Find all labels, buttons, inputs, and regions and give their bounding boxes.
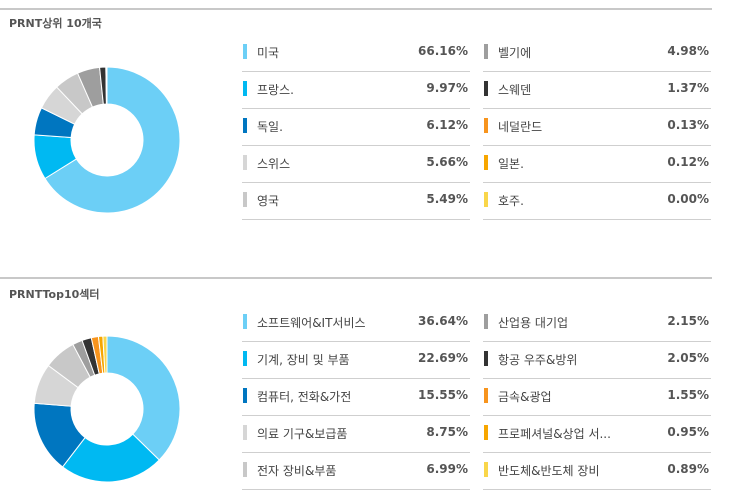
- sectors-legend-row-1[interactable]: 기계, 장비 및 부품 22.69%: [242, 342, 470, 379]
- countries-legend-row-4[interactable]: 영국 5.49%: [242, 183, 470, 220]
- countries-legend-row-9[interactable]: 호주. 0.00%: [483, 183, 711, 220]
- sectors-legend-value-6: 2.05%: [667, 351, 709, 365]
- countries-legend-value-1: 9.97%: [426, 81, 468, 95]
- countries-legend-label-9: 호주.: [498, 194, 524, 208]
- sectors-legend-label-4: 전자 장비&부품: [257, 464, 337, 478]
- sectors-legend-swatch-8: [484, 425, 488, 440]
- countries-legend-row-8[interactable]: 일본. 0.12%: [483, 146, 711, 183]
- countries-legend-swatch-6: [484, 81, 488, 96]
- sectors-legend-swatch-9: [484, 462, 488, 477]
- countries-legend-value-9: 0.00%: [667, 192, 709, 206]
- sectors-legend-right: 산업용 대기업 2.15% 항공 우주&방위 2.05% 금속&광업 1.55% 프로페셔널…: [483, 305, 711, 490]
- sectors-legend-value-1: 22.69%: [418, 351, 468, 365]
- countries-legend-label-1: 프랑스.: [257, 83, 294, 97]
- sectors-legend-label-2: 컴퓨터, 전화&가전: [257, 390, 352, 404]
- countries-legend-row-7[interactable]: 네덜란드 0.13%: [483, 109, 711, 146]
- sectors-slice-9[interactable]: [102, 335, 108, 374]
- sectors-legend-row-0[interactable]: 소프트웨어&IT서비스 36.64%: [242, 305, 470, 342]
- countries-legend-right: 벨기에 4.98% 스웨덴 1.37% 네덜란드 0.13% 일본. 0.12% 호주. 0.00…: [483, 35, 711, 220]
- countries-legend-label-5: 벨기에: [498, 46, 532, 60]
- sectors-legend-row-7[interactable]: 금속&광업 1.55%: [483, 379, 711, 416]
- countries-section-title: PRNT상위 10개국: [9, 17, 102, 30]
- sectors-section-title: PRNTTop10섹터: [9, 288, 100, 301]
- sectors-legend-row-2[interactable]: 컴퓨터, 전화&가전 15.55%: [242, 379, 470, 416]
- sectors-legend-row-8[interactable]: 프로페셔널&상업 서... 0.95%: [483, 416, 711, 453]
- sectors-legend-label-3: 의료 기구&보급품: [257, 427, 348, 441]
- countries-slice-0[interactable]: [44, 66, 181, 214]
- sectors-legend-label-0: 소프트웨어&IT서비스: [257, 316, 366, 330]
- countries-legend-label-2: 독일.: [257, 120, 283, 134]
- sectors-legend-label-1: 기계, 장비 및 부품: [257, 353, 350, 367]
- countries-legend-label-0: 미국: [257, 46, 280, 60]
- sectors-legend-value-4: 6.99%: [426, 462, 468, 476]
- countries-legend-swatch-4: [243, 192, 247, 207]
- countries-slice-8[interactable]: [105, 66, 108, 105]
- sectors-legend-row-4[interactable]: 전자 장비&부품 6.99%: [242, 453, 470, 490]
- sectors-legend-swatch-5: [484, 314, 488, 329]
- sectors-legend-row-6[interactable]: 항공 우주&방위 2.05%: [483, 342, 711, 379]
- sectors-legend-swatch-0: [243, 314, 247, 329]
- sectors-legend-swatch-1: [243, 351, 247, 366]
- countries-legend-label-4: 영국: [257, 194, 280, 208]
- countries-legend-swatch-3: [243, 155, 247, 170]
- sectors-legend-value-3: 8.75%: [426, 425, 468, 439]
- section-divider-middle: [0, 277, 712, 279]
- countries-legend-row-3[interactable]: 스위스 5.66%: [242, 146, 470, 183]
- sectors-legend-row-5[interactable]: 산업용 대기업 2.15%: [483, 305, 711, 342]
- sectors-legend-swatch-6: [484, 351, 488, 366]
- countries-legend-left: 미국 66.16% 프랑스. 9.97% 독일. 6.12% 스위스 5.66% 영국 5.49%: [242, 35, 470, 220]
- countries-legend-value-4: 5.49%: [426, 192, 468, 206]
- countries-legend-swatch-8: [484, 155, 488, 170]
- sectors-legend-row-9[interactable]: 반도체&반도체 장비 0.89%: [483, 453, 711, 490]
- countries-legend-row-0[interactable]: 미국 66.16%: [242, 35, 470, 72]
- sectors-legend-label-6: 항공 우주&방위: [498, 353, 578, 367]
- sectors-legend-value-8: 0.95%: [667, 425, 709, 439]
- countries-legend-label-7: 네덜란드: [498, 120, 543, 134]
- countries-legend-row-1[interactable]: 프랑스. 9.97%: [242, 72, 470, 109]
- countries-legend-row-6[interactable]: 스웨덴 1.37%: [483, 72, 711, 109]
- section-divider-top: [0, 8, 712, 10]
- sectors-legend-swatch-4: [243, 462, 247, 477]
- sectors-legend-swatch-7: [484, 388, 488, 403]
- sectors-legend-value-9: 0.89%: [667, 462, 709, 476]
- countries-legend-swatch-5: [484, 44, 488, 59]
- sectors-legend-label-9: 반도체&반도체 장비: [498, 464, 600, 478]
- countries-legend-swatch-0: [243, 44, 247, 59]
- sectors-legend-value-7: 1.55%: [667, 388, 709, 402]
- countries-legend-swatch-1: [243, 81, 247, 96]
- sectors-legend-row-3[interactable]: 의료 기구&보급품 8.75%: [242, 416, 470, 453]
- sectors-legend-value-2: 15.55%: [418, 388, 468, 402]
- countries-legend-value-8: 0.12%: [667, 155, 709, 169]
- countries-legend-swatch-9: [484, 192, 488, 207]
- countries-legend-label-3: 스위스: [257, 157, 291, 171]
- countries-legend-swatch-7: [484, 118, 488, 133]
- countries-legend-value-5: 4.98%: [667, 44, 709, 58]
- countries-legend-label-8: 일본.: [498, 157, 524, 171]
- sectors-legend-label-7: 금속&광업: [498, 390, 552, 404]
- countries-legend-row-2[interactable]: 독일. 6.12%: [242, 109, 470, 146]
- sectors-legend-left: 소프트웨어&IT서비스 36.64% 기계, 장비 및 부품 22.69% 컴퓨터, 전…: [242, 305, 470, 490]
- countries-legend-value-6: 1.37%: [667, 81, 709, 95]
- sectors-legend-label-8: 프로페셔널&상업 서...: [498, 427, 611, 441]
- countries-legend-value-3: 5.66%: [426, 155, 468, 169]
- countries-legend-value-0: 66.16%: [418, 44, 468, 58]
- countries-legend-value-2: 6.12%: [426, 118, 468, 132]
- countries-donut-chart: [33, 66, 181, 214]
- countries-legend-row-5[interactable]: 벨기에 4.98%: [483, 35, 711, 72]
- countries-legend-swatch-2: [243, 118, 247, 133]
- countries-legend-label-6: 스웨덴: [498, 83, 532, 97]
- sectors-donut-chart: [33, 335, 181, 483]
- sectors-legend-label-5: 산업용 대기업: [498, 316, 569, 330]
- countries-legend-value-7: 0.13%: [667, 118, 709, 132]
- sectors-slice-0[interactable]: [106, 335, 181, 461]
- sectors-legend-swatch-2: [243, 388, 247, 403]
- sectors-legend-value-5: 2.15%: [667, 314, 709, 328]
- sectors-legend-value-0: 36.64%: [418, 314, 468, 328]
- sectors-legend-swatch-3: [243, 425, 247, 440]
